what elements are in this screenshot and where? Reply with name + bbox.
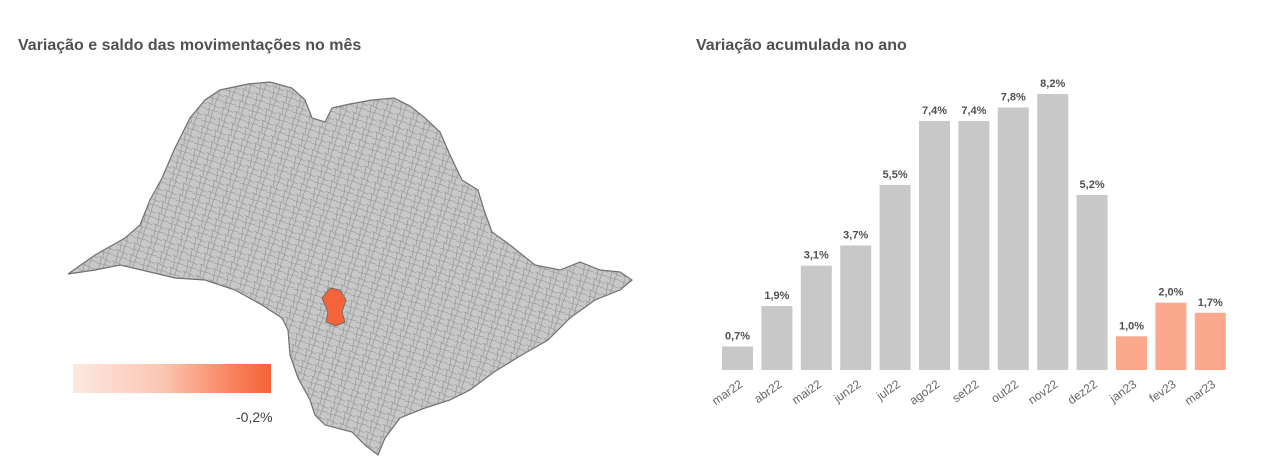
bar-nov22[interactable] [1037, 94, 1069, 370]
data-label-jan23: 1,0% [1119, 320, 1144, 332]
bar-out22[interactable] [997, 107, 1029, 370]
bar-abr22[interactable] [761, 306, 793, 370]
bar-jan23[interactable] [1116, 336, 1147, 370]
legend-value-label: -0,2% [236, 409, 273, 425]
state-map[interactable] [0, 60, 660, 463]
bars-group [722, 94, 1226, 370]
x-tick-labels-group: mar22 abr22 mai22 jun22 jul22 ago22 set22 out22… [709, 377, 1218, 408]
bar-ago22[interactable] [919, 120, 950, 370]
x-tick-out22: out22 [988, 377, 1021, 406]
data-label-mar23: 1,7% [1198, 297, 1223, 309]
x-tick-dez22: dez22 [1065, 377, 1100, 407]
bar-chart: 0,7% 1,9% 3,1% 3,7% 5,5% 7,4% 7,4% 7,8% 8,2% 5,2%… [709, 78, 1226, 408]
bar-jun22[interactable] [840, 245, 872, 370]
x-tick-nov22: nov22 [1026, 377, 1061, 407]
x-tick-jan23: jan23 [1106, 377, 1139, 406]
bar-mar22[interactable] [722, 346, 753, 370]
bar-jul22[interactable] [879, 184, 911, 370]
bar-set22[interactable] [958, 120, 990, 370]
municipality-borders [68, 82, 632, 455]
data-label-mar22: 0,7% [725, 330, 750, 342]
x-tick-jul22: jul22 [873, 377, 903, 404]
bar-dez22[interactable] [1076, 194, 1108, 370]
data-label-dez22: 5,2% [1080, 179, 1105, 191]
data-label-fev23: 2,0% [1158, 287, 1183, 299]
bar-mai22[interactable] [800, 265, 832, 370]
x-tick-abr22: abr22 [751, 377, 784, 406]
data-label-abr22: 1,9% [764, 290, 789, 302]
data-label-nov22: 8,2% [1040, 78, 1065, 90]
data-label-jul22: 5,5% [883, 169, 908, 181]
map-title: Variação e saldo das movimentações no mê… [18, 37, 362, 54]
data-label-jun22: 3,7% [843, 229, 868, 241]
data-label-ago22: 7,4% [922, 105, 947, 117]
bar-mar23[interactable] [1194, 312, 1226, 370]
x-tick-set22: set22 [950, 377, 982, 405]
data-label-mai22: 3,1% [804, 250, 829, 262]
highlighted-municipality[interactable] [321, 287, 347, 327]
bar-fev23[interactable] [1155, 302, 1187, 370]
x-tick-jun22: jun22 [831, 377, 864, 406]
x-tick-mai22: mai22 [789, 377, 824, 407]
data-label-out22: 7,8% [1001, 91, 1026, 103]
data-label-set22: 7,4% [961, 105, 986, 117]
state-map-panel: -0,2% [0, 60, 660, 463]
chart-title: Variação acumulada no ano [696, 37, 907, 54]
x-tick-mar22: mar22 [709, 377, 745, 408]
color-scale-legend [73, 364, 271, 393]
x-tick-ago22: ago22 [907, 377, 943, 408]
x-tick-mar23: mar23 [1182, 377, 1218, 408]
x-tick-fev23: fev23 [1147, 377, 1179, 405]
data-labels-group: 0,7% 1,9% 3,1% 3,7% 5,5% 7,4% 7,4% 7,8% 8,2% 5,2%… [725, 78, 1223, 342]
